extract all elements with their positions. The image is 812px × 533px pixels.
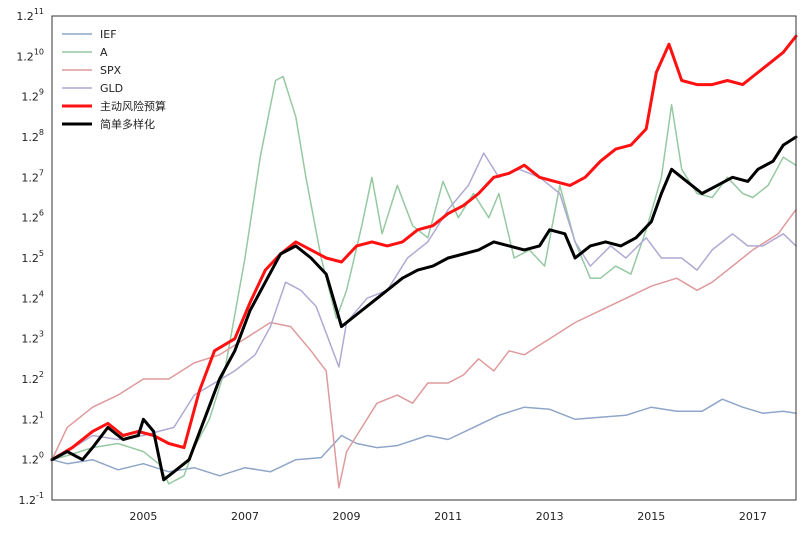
x-tick-label: 2017 — [739, 510, 767, 523]
y-tick-base: 1.2 — [21, 252, 39, 265]
y-tick-label: 1.27 — [21, 168, 44, 184]
y-tick-label: 1.28 — [21, 128, 44, 144]
y-tick-base: 1.2 — [21, 171, 39, 184]
series-line-0 — [51, 398, 797, 477]
y-tick-exponent: 6 — [39, 209, 44, 218]
y-tick-base: 1.2 — [21, 454, 39, 467]
y-tick-exponent: 1 — [39, 410, 44, 419]
x-tick-label: 2015 — [637, 510, 665, 523]
y-tick-base: 1.2 — [21, 212, 39, 225]
series-line-3 — [51, 152, 797, 461]
y-tick-label: 1.25 — [21, 249, 44, 265]
series-line-5 — [50, 135, 798, 482]
y-tick-exponent: -1 — [36, 491, 44, 500]
y-tick-exponent: 3 — [39, 330, 44, 339]
x-tick-label: 2007 — [231, 510, 259, 523]
y-tick-base: 1.2 — [21, 373, 39, 386]
y-tick-exponent: 10 — [34, 47, 44, 56]
y-tick-base: 1.2 — [21, 292, 39, 305]
y-tick-label: 1.23 — [21, 330, 44, 346]
y-tick-base: 1.2 — [16, 10, 34, 23]
legend-label-1: A — [100, 46, 108, 59]
y-tick-label: 1.21 — [21, 410, 44, 426]
legend-label-4: 主动风险预算 — [100, 99, 166, 113]
y-tick-base: 1.2 — [16, 50, 34, 63]
y-tick-label: 1.26 — [21, 209, 44, 225]
y-tick-exponent: 2 — [39, 370, 44, 379]
y-tick-base: 1.2 — [19, 494, 37, 507]
y-tick-base: 1.2 — [21, 413, 39, 426]
x-axis: 2005 2007 2009 2011 2013 2015 2017 — [129, 510, 766, 523]
y-tick-exponent: 7 — [39, 168, 44, 177]
legend-label-0: IEF — [100, 28, 117, 41]
y-tick-exponent: 5 — [39, 249, 44, 258]
y-tick-base: 1.2 — [21, 91, 39, 104]
legend-label-3: GLD — [100, 82, 123, 95]
x-tick-label: 2011 — [434, 510, 462, 523]
series-line-2 — [51, 208, 797, 489]
y-tick-base: 1.2 — [21, 333, 39, 346]
x-tick-label: 2013 — [536, 510, 564, 523]
y-tick-label: 1.211 — [16, 7, 44, 23]
x-tick-label: 2009 — [333, 510, 361, 523]
y-tick-exponent: 0 — [39, 451, 44, 460]
x-tick-label: 2005 — [129, 510, 157, 523]
y-tick-label: 1.20 — [21, 451, 44, 467]
series-line-1 — [51, 75, 797, 485]
y-tick-label: 1.22 — [21, 370, 44, 386]
y-tick-exponent: 11 — [34, 7, 44, 16]
legend-label-2: SPX — [100, 64, 122, 77]
y-tick-label: 1.2-1 — [19, 491, 44, 507]
y-tick-exponent: 9 — [39, 88, 44, 97]
series-line-4 — [50, 34, 798, 462]
legend-label-5: 简单多样化 — [100, 117, 155, 131]
plot-frame — [51, 15, 797, 501]
y-tick-label: 1.210 — [16, 47, 44, 63]
plot-lines — [50, 34, 798, 489]
y-tick-base: 1.2 — [21, 131, 39, 144]
y-tick-exponent: 4 — [39, 289, 44, 298]
y-tick-label: 1.29 — [21, 88, 44, 104]
y-axis: 1.2-11.201.211.221.231.241.251.261.271.2… — [16, 7, 44, 507]
y-tick-label: 1.24 — [21, 289, 44, 305]
y-tick-exponent: 8 — [39, 128, 44, 137]
